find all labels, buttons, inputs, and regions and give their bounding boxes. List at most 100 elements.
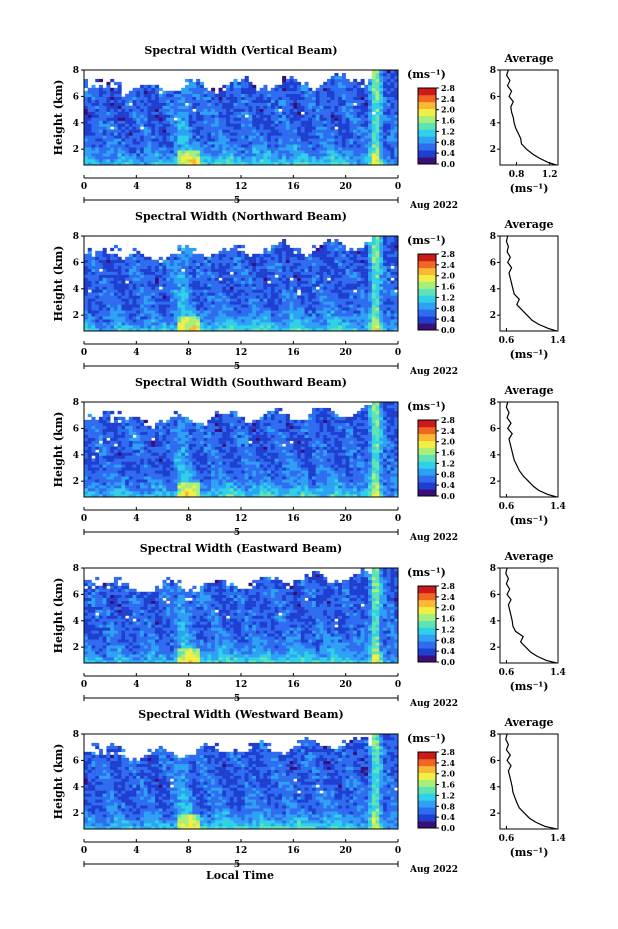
heatmap-cell [383, 295, 388, 299]
heatmap-cell [237, 262, 242, 266]
heatmap-cell [390, 156, 395, 160]
heatmap-cell [285, 307, 290, 311]
heatmap-cell [379, 150, 384, 154]
heatmap-cell [252, 99, 257, 103]
heatmap-cell [155, 153, 160, 157]
heatmap-cell [323, 144, 328, 148]
heatmap-cell [199, 286, 204, 290]
heatmap-cell [390, 247, 395, 252]
heatmap-cell [270, 99, 275, 103]
heatmap-cell [155, 265, 160, 269]
heatmap-cell [379, 289, 384, 293]
heatmap-cell [98, 464, 103, 468]
heatmap-cell [267, 102, 272, 106]
heatmap-cell [248, 111, 253, 115]
heatmap-cell [368, 159, 373, 163]
heatmap-cell [84, 455, 89, 459]
heatmap-cell [394, 162, 399, 166]
heatmap-cell [136, 316, 141, 320]
heatmap-cell [203, 159, 208, 163]
heatmap-cell [356, 138, 361, 142]
heatmap-cell [143, 316, 148, 320]
heatmap-cell [188, 90, 193, 95]
heatmap-cell [345, 129, 350, 133]
heatmap-cell [244, 325, 249, 329]
heatmap-cell [364, 274, 369, 278]
heatmap-cell [113, 440, 118, 444]
heatmap-cell [364, 313, 369, 317]
heatmap-cell [341, 144, 346, 148]
heatmap-cell [121, 283, 126, 287]
heatmap-cell [226, 256, 231, 261]
heatmap-cell [177, 325, 182, 329]
heatmap-cell [173, 120, 178, 124]
heatmap-cell [169, 117, 175, 121]
heatmap-cell [211, 265, 216, 269]
heatmap-cell [267, 319, 272, 323]
heatmap-cell [394, 150, 399, 154]
heatmap-cell [222, 159, 227, 163]
heatmap-cell [140, 150, 145, 154]
heatmap-cell [113, 316, 118, 320]
heatmap-cell [383, 304, 388, 308]
heatmap-cell [334, 87, 339, 92]
heatmap-cell [151, 147, 156, 151]
heatmap-cell [349, 150, 354, 154]
heatmap-cell [84, 301, 89, 305]
heatmap-cell [128, 153, 133, 157]
heatmap-cell [353, 153, 358, 157]
heatmap-cell [274, 129, 279, 133]
heatmap-cell [360, 304, 365, 308]
heatmap-cell [98, 425, 103, 430]
heatmap-cell [300, 93, 305, 98]
heatmap-cell [218, 159, 223, 163]
heatmap-cell [207, 298, 212, 302]
heatmap-cell [297, 105, 302, 109]
heatmap-cell [113, 253, 118, 258]
heatmap-cell [203, 120, 208, 124]
heatmap-cell [184, 274, 189, 278]
heatmap-cell [207, 280, 212, 284]
heatmap-cell [375, 70, 380, 74]
heatmap-cell [345, 328, 350, 332]
heatmap-cell [252, 304, 257, 308]
heatmap-cell [386, 259, 391, 264]
heatmap-cell [386, 78, 391, 83]
heatmap-cell [338, 111, 343, 115]
heatmap-cell [87, 310, 92, 314]
heatmap-cell [218, 111, 223, 115]
heatmap-cell [267, 141, 272, 145]
heatmap-cell [278, 268, 283, 272]
heatmap-cell [177, 96, 182, 100]
heatmap-cell [98, 132, 103, 136]
heatmap-cell [147, 108, 152, 112]
heatmap-cell [386, 244, 391, 249]
heatmap-cell [214, 259, 219, 264]
heatmap-cell [218, 93, 223, 98]
heatmap-cell [312, 325, 317, 329]
heatmap-cell [196, 283, 201, 287]
heatmap-cell [147, 265, 152, 269]
heatmap-cell [106, 322, 111, 326]
heatmap-cell [297, 268, 302, 272]
heatmap-cell [386, 111, 391, 115]
heatmap-cell [125, 159, 130, 163]
heatmap-cell [151, 96, 156, 100]
heatmap-cell [349, 156, 354, 160]
heatmap-cell [214, 277, 219, 281]
heatmap-cell [353, 274, 358, 278]
heatmap-cell [270, 93, 275, 98]
heatmap-cell [84, 156, 89, 160]
heatmap-cell [345, 274, 350, 278]
heatmap-cell [173, 265, 178, 269]
heatmap-cell [394, 253, 399, 258]
heatmap-cell [241, 265, 246, 269]
heatmap-cell [319, 84, 324, 89]
heatmap-cell [211, 135, 216, 139]
heatmap-cell [312, 105, 317, 109]
heatmap-cell [319, 153, 324, 157]
heatmap-cell [241, 141, 246, 145]
heatmap-cell [270, 87, 275, 92]
heatmap-cell [356, 283, 361, 287]
heatmap-cell [375, 241, 380, 246]
